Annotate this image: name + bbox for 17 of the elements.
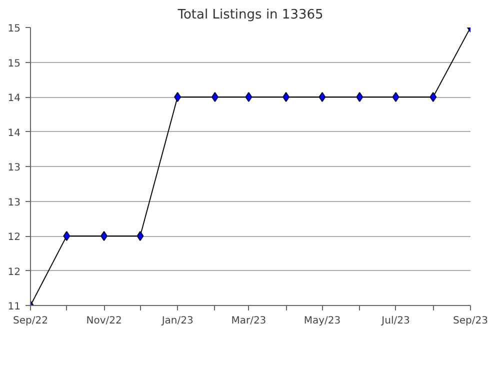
chart-title: Total Listings in 13365 xyxy=(176,8,324,22)
y-tick-label: 15 xyxy=(8,24,21,34)
x-tick-label: Nov/22 xyxy=(86,316,122,326)
y-tick-label: 13 xyxy=(8,162,21,174)
y-tick-label: 13 xyxy=(8,197,21,208)
x-tick-label: May/23 xyxy=(304,316,341,326)
y-tick-label: 12 xyxy=(8,266,21,278)
y-tick-label: 14 xyxy=(8,128,21,139)
x-tick-label: Jul/23 xyxy=(380,316,410,326)
x-tick-label: Jan/23 xyxy=(160,316,194,326)
x-tick-label: Mar/23 xyxy=(231,316,266,326)
x-tick-label: Sep/22 xyxy=(13,316,48,326)
y-tick-label: 12 xyxy=(8,232,21,243)
y-tick-label: 14 xyxy=(8,93,21,104)
y-tick-label: 11 xyxy=(8,302,21,312)
y-tick-label: 15 xyxy=(8,58,21,70)
x-tick-label: Sep/23 xyxy=(453,316,488,326)
